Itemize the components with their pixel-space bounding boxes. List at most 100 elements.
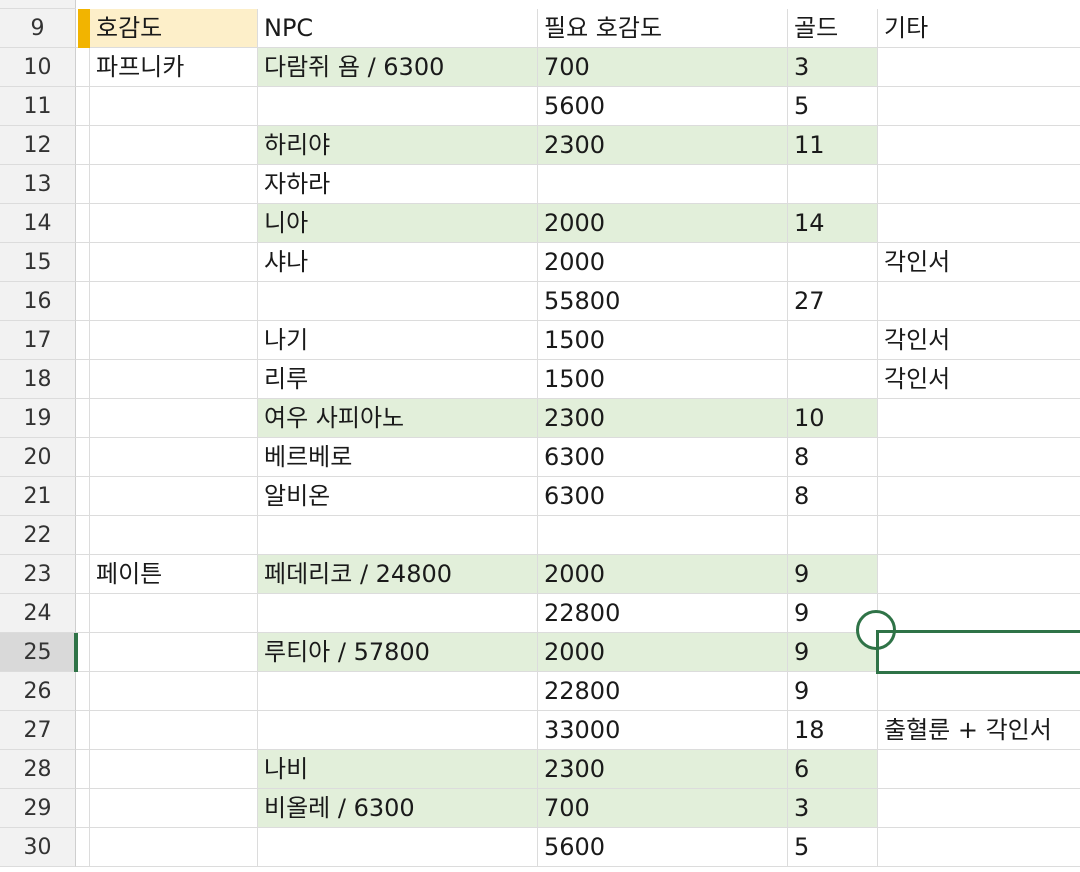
cell-npc[interactable]: 다람쥐 욤 / 6300	[258, 48, 538, 87]
cell-required-affinity[interactable]: 2000	[538, 633, 788, 672]
row-header[interactable]: 11	[0, 87, 76, 126]
cell-hogamdo[interactable]	[90, 789, 258, 828]
cell-hogamdo[interactable]	[90, 360, 258, 399]
cell-gold[interactable]: 14	[788, 204, 878, 243]
cell-required-affinity[interactable]: 1500	[538, 321, 788, 360]
row-header[interactable]: 14	[0, 204, 76, 243]
cell-gold[interactable]: 골드	[788, 9, 878, 48]
row-header[interactable]: 12	[0, 126, 76, 165]
cell-other[interactable]: 각인서	[878, 360, 1080, 399]
cell-other[interactable]	[878, 672, 1080, 711]
cell-required-affinity[interactable]: 22800	[538, 672, 788, 711]
cell-required-affinity[interactable]: 700	[538, 789, 788, 828]
cell-gold[interactable]: 27	[788, 282, 878, 321]
row-header[interactable]: 16	[0, 282, 76, 321]
cell-npc[interactable]: 베르베로	[258, 438, 538, 477]
cell-other[interactable]: 각인서	[878, 243, 1080, 282]
row-header[interactable]: 24	[0, 594, 76, 633]
cell-other[interactable]	[878, 750, 1080, 789]
cell-other[interactable]	[878, 399, 1080, 438]
cell-npc[interactable]: 샤나	[258, 243, 538, 282]
cell-gold[interactable]: 8	[788, 477, 878, 516]
cell-hogamdo[interactable]	[90, 204, 258, 243]
cell-other[interactable]: 각인서	[878, 321, 1080, 360]
cell-gold[interactable]	[788, 165, 878, 204]
cell-gold[interactable]: 18	[788, 711, 878, 750]
row-header[interactable]: 17	[0, 321, 76, 360]
cell-gold[interactable]: 3	[788, 789, 878, 828]
row-header[interactable]: 15	[0, 243, 76, 282]
cell-required-affinity[interactable]: 700	[538, 48, 788, 87]
row-header[interactable]: 13	[0, 165, 76, 204]
cell-other[interactable]	[878, 594, 1080, 633]
cell-npc[interactable]: 여우 사피아노	[258, 399, 538, 438]
cell-required-affinity[interactable]: 2000	[538, 555, 788, 594]
cell-required-affinity[interactable]: 5600	[538, 828, 788, 867]
cell-hogamdo[interactable]: 호감도	[90, 9, 258, 48]
cell-other[interactable]	[878, 828, 1080, 867]
cell-npc[interactable]: 나기	[258, 321, 538, 360]
cell-gold[interactable]: 5	[788, 828, 878, 867]
row-header[interactable]: 26	[0, 672, 76, 711]
cell-gold[interactable]	[788, 243, 878, 282]
cell-required-affinity[interactable]	[538, 516, 788, 555]
cell-npc[interactable]	[258, 87, 538, 126]
cell-hogamdo[interactable]	[90, 165, 258, 204]
cell-required-affinity[interactable]: 2000	[538, 243, 788, 282]
row-header[interactable]: 18	[0, 360, 76, 399]
cell-npc[interactable]	[258, 672, 538, 711]
row-header[interactable]: 30	[0, 828, 76, 867]
cell-hogamdo[interactable]	[90, 750, 258, 789]
cell-required-affinity[interactable]: 2300	[538, 126, 788, 165]
cell-required-affinity[interactable]: 5600	[538, 87, 788, 126]
cell-hogamdo[interactable]	[90, 321, 258, 360]
cell-gold[interactable]: 9	[788, 555, 878, 594]
cell-gold[interactable]: 3	[788, 48, 878, 87]
cell-required-affinity[interactable]: 55800	[538, 282, 788, 321]
cell-npc[interactable]: 자하라	[258, 165, 538, 204]
cell-gold[interactable]: 11	[788, 126, 878, 165]
cell-required-affinity[interactable]: 2300	[538, 399, 788, 438]
cell-gold[interactable]	[788, 360, 878, 399]
cell-required-affinity[interactable]: 1500	[538, 360, 788, 399]
cell-other[interactable]	[878, 789, 1080, 828]
cell-hogamdo[interactable]	[90, 828, 258, 867]
cell-other[interactable]	[878, 477, 1080, 516]
cell-other[interactable]	[878, 126, 1080, 165]
row-header[interactable]: 19	[0, 399, 76, 438]
cell-gold[interactable]: 8	[788, 438, 878, 477]
cell-other[interactable]	[878, 555, 1080, 594]
row-header[interactable]: 22	[0, 516, 76, 555]
row-header[interactable]: 29	[0, 789, 76, 828]
row-header[interactable]: 27	[0, 711, 76, 750]
cell-hogamdo[interactable]	[90, 633, 258, 672]
row-header[interactable]: 21	[0, 477, 76, 516]
cell-required-affinity[interactable]: 6300	[538, 477, 788, 516]
cell-npc[interactable]: 니아	[258, 204, 538, 243]
cell-hogamdo[interactable]	[90, 711, 258, 750]
cell-other[interactable]	[878, 87, 1080, 126]
cell-required-affinity[interactable]: 22800	[538, 594, 788, 633]
row-header[interactable]: 20	[0, 438, 76, 477]
cell-other[interactable]	[878, 204, 1080, 243]
cell-npc[interactable]	[258, 594, 538, 633]
cell-hogamdo[interactable]	[90, 399, 258, 438]
cell-hogamdo[interactable]: 파프니카	[90, 48, 258, 87]
cell-required-affinity[interactable]: 2000	[538, 204, 788, 243]
cell-hogamdo[interactable]	[90, 87, 258, 126]
cell-required-affinity[interactable]	[538, 165, 788, 204]
cell-npc[interactable]: NPC	[258, 9, 538, 48]
cell-npc[interactable]	[258, 828, 538, 867]
cell-gold[interactable]	[788, 516, 878, 555]
row-header[interactable]: 9	[0, 9, 76, 48]
cell-hogamdo[interactable]: 페이튼	[90, 555, 258, 594]
cell-hogamdo[interactable]	[90, 672, 258, 711]
cell-npc[interactable]: 하리야	[258, 126, 538, 165]
cell-gold[interactable]: 10	[788, 399, 878, 438]
cell-npc[interactable]: 비올레 / 6300	[258, 789, 538, 828]
cell-npc[interactable]	[258, 516, 538, 555]
cell-other[interactable]: 기타	[878, 9, 1080, 48]
cell-npc[interactable]: 루티아 / 57800	[258, 633, 538, 672]
cell-hogamdo[interactable]	[90, 282, 258, 321]
